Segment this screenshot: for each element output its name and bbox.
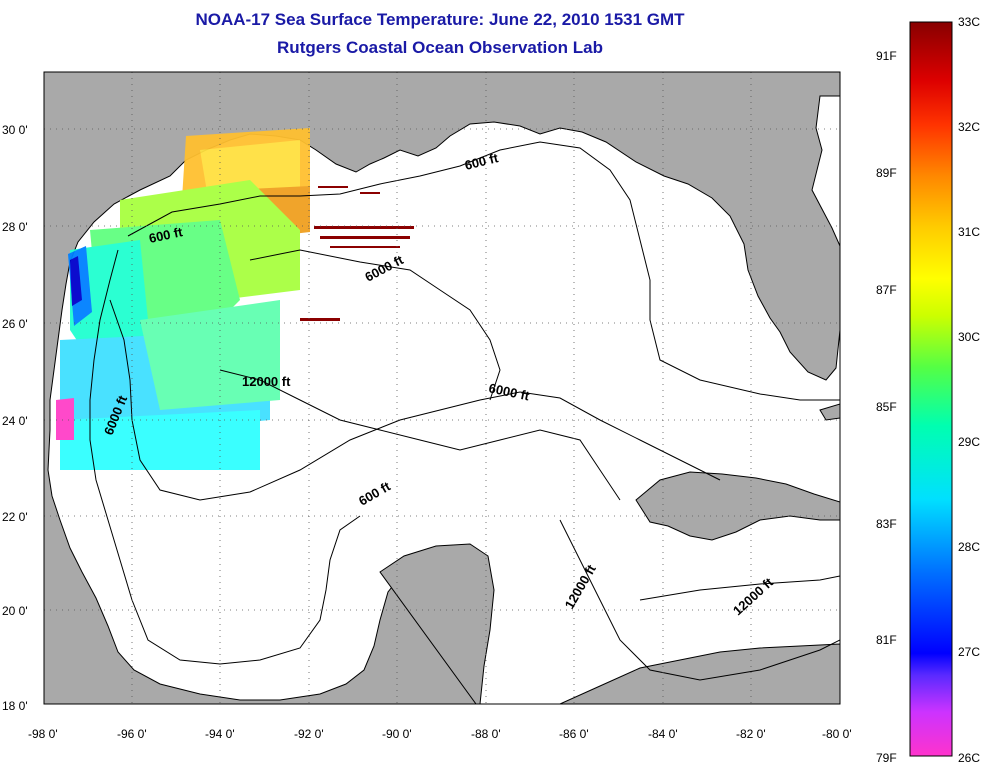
colorbar-c-label: 31C [958, 225, 980, 239]
lon-tick-label: -96 0' [117, 727, 147, 741]
colorbar-c-label: 32C [958, 120, 980, 134]
lat-tick-label: 24 0' [2, 414, 28, 428]
lon-tick-label: -80 0' [822, 727, 852, 741]
lon-tick-label: -82 0' [736, 727, 766, 741]
land-yucatan [379, 543, 840, 704]
colorbar-fahrenheit-labels: 91F 89F 87F 85F 83F 81F 79F [876, 49, 897, 765]
colorbar-f-label: 87F [876, 283, 897, 297]
lat-lon-grid [44, 72, 840, 704]
colorbar-f-label: 85F [876, 400, 897, 414]
colorbar-c-label: 27C [958, 645, 980, 659]
map-frame [43, 71, 841, 705]
lon-tick-label: -90 0' [382, 727, 412, 741]
lon-tick-label: -84 0' [648, 727, 678, 741]
contour-label: 12000 ft [242, 374, 291, 389]
lat-tick-label: 28 0' [2, 220, 28, 234]
colorbar-c-label: 30C [958, 330, 980, 344]
colorbar-c-label: 28C [958, 540, 980, 554]
lat-tick-labels: 18 0' 20 0' 22 0' 24 0' 26 0' 28 0' 30 0… [2, 123, 28, 713]
lon-tick-label: -92 0' [294, 727, 324, 741]
colorbar-celsius-labels: 33C 32C 31C 30C 29C 28C 27C 26C [958, 15, 980, 765]
land-islands [819, 403, 840, 421]
sst-swath [56, 128, 310, 470]
lon-tick-label: -98 0' [28, 727, 58, 741]
colorbar-f-label: 83F [876, 517, 897, 531]
map-title: NOAA-17 Sea Surface Temperature: June 22… [195, 10, 685, 29]
lon-tick-labels: -98 0' -96 0' -94 0' -92 0' -90 0' -88 0… [28, 727, 852, 741]
bathymetry-contours [89, 141, 840, 681]
colorbar-f-label: 91F [876, 49, 897, 63]
colorbar [909, 21, 953, 757]
colorbar-f-label: 81F [876, 633, 897, 647]
lat-tick-label: 26 0' [2, 317, 28, 331]
map-subtitle: Rutgers Coastal Ocean Observation Lab [277, 38, 603, 57]
colorbar-c-label: 26C [958, 751, 980, 765]
contour-label: 600 ft [148, 224, 185, 246]
colorbar-f-label: 79F [876, 751, 897, 765]
lat-tick-label: 30 0' [2, 123, 28, 137]
colorbar-f-label: 89F [876, 166, 897, 180]
colorbar-c-label: 33C [958, 15, 980, 29]
land-cuba [635, 471, 840, 541]
lat-tick-label: 22 0' [2, 510, 28, 524]
lon-tick-label: -88 0' [471, 727, 501, 741]
lon-tick-label: -86 0' [559, 727, 589, 741]
lon-tick-label: -94 0' [205, 727, 235, 741]
lat-tick-label: 20 0' [2, 604, 28, 618]
sst-streaks [300, 186, 414, 321]
colorbar-c-label: 29C [958, 435, 980, 449]
lat-tick-label: 18 0' [2, 699, 28, 713]
